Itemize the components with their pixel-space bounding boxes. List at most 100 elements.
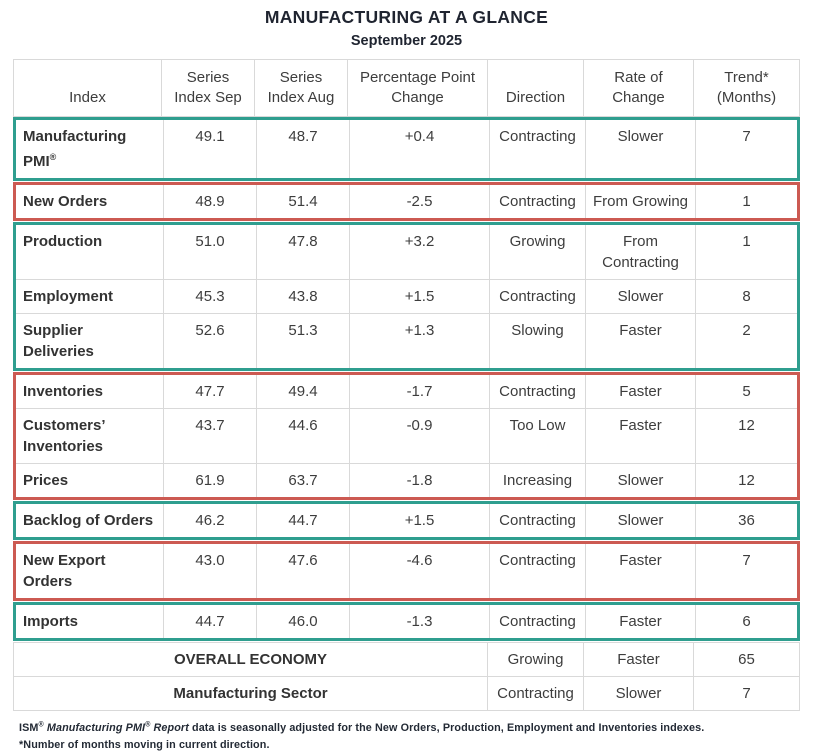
cell-series-index-aug: 51.4 <box>256 185 349 218</box>
cell-series-index-sep: 51.0 <box>163 225 256 279</box>
cell-trend-months: 7 <box>693 677 799 710</box>
cell-percentage-point-change: +1.3 <box>349 314 489 368</box>
cell-direction: Contracting <box>489 185 585 218</box>
cell-direction: Growing <box>487 643 583 676</box>
highlight-group-red-1: New Orders 48.9 51.4 -2.5 Contracting Fr… <box>13 182 800 221</box>
cell-percentage-point-change: +1.5 <box>349 504 489 537</box>
cell-series-index-aug: 47.6 <box>256 544 349 598</box>
footnote-italic-text: Report <box>150 722 189 734</box>
highlight-group-green-3: Backlog of Orders 46.2 44.7 +1.5 Contrac… <box>13 501 800 540</box>
cell-series-index-aug: 48.7 <box>256 120 349 178</box>
cell-trend-months: 65 <box>693 643 799 676</box>
column-header-rate-of-change: Rate of Change <box>583 60 693 116</box>
cell-trend-months: 1 <box>695 225 797 279</box>
page-title: MANUFACTURING AT A GLANCE <box>264 7 549 27</box>
cell-rate-of-change: Faster <box>585 605 695 638</box>
footnotes: ISM® Manufacturing PMI® Report data is s… <box>19 720 800 753</box>
cell-rate-of-change: From Contracting <box>585 225 695 279</box>
index-label: Manufacturing PMI <box>23 128 127 170</box>
cell-index: Manufacturing PMI® <box>16 120 163 178</box>
cell-direction: Contracting <box>489 605 585 638</box>
cell-direction: Contracting <box>489 544 585 598</box>
cell-rate-of-change: Faster <box>583 643 693 676</box>
cell-rate-of-change: Faster <box>585 544 695 598</box>
row-inventories: Inventories 47.7 49.4 -1.7 Contracting F… <box>16 375 797 408</box>
cell-series-index-sep: 44.7 <box>163 605 256 638</box>
cell-trend-months: 36 <box>695 504 797 537</box>
row-manufacturing-pmi: Manufacturing PMI® 49.1 48.7 +0.4 Contra… <box>16 120 797 178</box>
cell-direction: Contracting <box>489 280 585 313</box>
column-header-percentage-point-change: Percentage Point Change <box>347 60 487 116</box>
cell-percentage-point-change: -1.8 <box>349 464 489 497</box>
cell-rate-of-change: Slower <box>585 464 695 497</box>
cell-index: Customers’ Inventories <box>23 417 105 455</box>
cell-direction: Slowing <box>489 314 585 368</box>
cell-percentage-point-change: -1.7 <box>349 375 489 408</box>
cell-direction: Too Low <box>489 409 585 463</box>
cell-percentage-point-change: +0.4 <box>349 120 489 178</box>
cell-series-index-aug: 47.8 <box>256 225 349 279</box>
cell-series-index-aug: 49.4 <box>256 375 349 408</box>
column-header-trend-months: Trend* (Months) <box>693 60 799 116</box>
row-supplier-deliveries: Supplier Deliveries 52.6 51.3 +1.3 Slowi… <box>16 313 797 368</box>
cell-percentage-point-change: +3.2 <box>349 225 489 279</box>
cell-percentage-point-change: -4.6 <box>349 544 489 598</box>
cell-series-index-aug: 63.7 <box>256 464 349 497</box>
cell-percentage-point-change: -1.3 <box>349 605 489 638</box>
cell-series-index-sep: 48.9 <box>163 185 256 218</box>
cell-series-index-sep: 43.0 <box>163 544 256 598</box>
cell-index: New Orders <box>23 193 108 210</box>
manufacturing-glance-table: Index Series Index Sep Series Index Aug … <box>13 59 800 711</box>
row-employment: Employment 45.3 43.8 +1.5 Contracting Sl… <box>16 279 797 313</box>
cell-direction: Contracting <box>489 375 585 408</box>
cell-index: Inventories <box>23 383 104 400</box>
cell-index: Production <box>23 233 103 250</box>
cell-percentage-point-change: +1.5 <box>349 280 489 313</box>
page-subtitle: September 2025 <box>350 33 463 49</box>
cell-trend-months: 8 <box>695 280 797 313</box>
column-header-series-index-aug: Series Index Aug <box>254 60 347 116</box>
cell-rate-of-change: Faster <box>585 409 695 463</box>
cell-rate-of-change: Faster <box>585 375 695 408</box>
cell-percentage-point-change: -2.5 <box>349 185 489 218</box>
summary-label: Manufacturing Sector <box>173 685 328 702</box>
registered-mark: ® <box>49 152 57 162</box>
highlight-group-green-1: Manufacturing PMI® 49.1 48.7 +0.4 Contra… <box>13 117 800 181</box>
cell-rate-of-change: Slower <box>583 677 693 710</box>
cell-series-index-aug: 51.3 <box>256 314 349 368</box>
row-prices: Prices 61.9 63.7 -1.8 Increasing Slower … <box>16 463 797 497</box>
cell-series-index-aug: 46.0 <box>256 605 349 638</box>
cell-trend-months: 7 <box>695 544 797 598</box>
footnote-text: data is seasonally adjusted for the New … <box>188 722 705 734</box>
cell-trend-months: 2 <box>695 314 797 368</box>
column-header-direction: Direction <box>487 60 583 116</box>
footnote-trend-months: *Number of months moving in current dire… <box>19 738 270 751</box>
cell-series-index-sep: 45.3 <box>163 280 256 313</box>
footnote-text: ISM <box>19 722 39 734</box>
cell-direction: Growing <box>489 225 585 279</box>
column-header-index: Index <box>69 88 106 106</box>
cell-trend-months: 5 <box>695 375 797 408</box>
cell-index: New Export Orders <box>23 552 106 590</box>
highlight-group-red-3: New Export Orders 43.0 47.6 -4.6 Contrac… <box>13 541 800 601</box>
cell-rate-of-change: Slower <box>585 504 695 537</box>
cell-trend-months: 1 <box>695 185 797 218</box>
cell-index: Prices <box>23 472 69 489</box>
cell-index: Supplier Deliveries <box>23 322 94 360</box>
row-manufacturing-sector: Manufacturing Sector Contracting Slower … <box>14 676 799 710</box>
cell-series-index-sep: 61.9 <box>163 464 256 497</box>
footnote-seasonal-adjustment: ISM® Manufacturing PMI® Report data is s… <box>19 720 800 737</box>
cell-index: Backlog of Orders <box>23 512 154 529</box>
cell-rate-of-change: Faster <box>585 314 695 368</box>
cell-direction: Contracting <box>487 677 583 710</box>
cell-rate-of-change: Slower <box>585 280 695 313</box>
row-imports: Imports 44.7 46.0 -1.3 Contracting Faste… <box>16 605 797 638</box>
cell-percentage-point-change: -0.9 <box>349 409 489 463</box>
cell-trend-months: 12 <box>695 464 797 497</box>
cell-trend-months: 7 <box>695 120 797 178</box>
highlight-group-green-4: Imports 44.7 46.0 -1.3 Contracting Faste… <box>13 602 800 641</box>
cell-series-index-sep: 52.6 <box>163 314 256 368</box>
cell-series-index-aug: 44.7 <box>256 504 349 537</box>
row-customers-inventories: Customers’ Inventories 43.7 44.6 -0.9 To… <box>16 408 797 463</box>
